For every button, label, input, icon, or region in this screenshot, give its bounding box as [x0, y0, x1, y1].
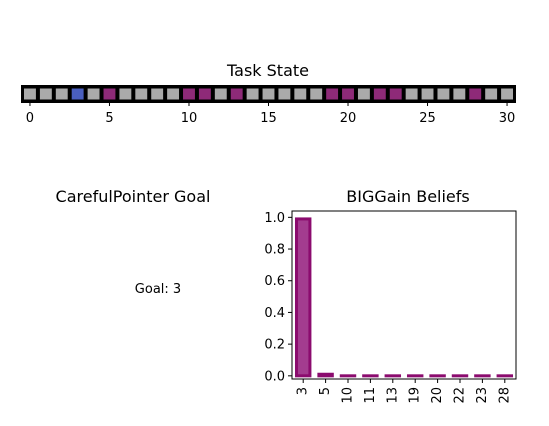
task-state-title: Task State: [227, 61, 309, 80]
task-tick-label: 10: [181, 111, 198, 126]
task-cell: [214, 88, 227, 100]
x-tick-label: 5: [318, 387, 333, 395]
task-cell: [55, 88, 68, 100]
y-tick-label: 0.4: [264, 306, 285, 321]
task-cell: [437, 88, 450, 100]
task-cell: [198, 88, 211, 100]
task-cell: [167, 88, 180, 100]
task-tick-label: 30: [499, 111, 516, 126]
y-tick-label: 1.0: [264, 211, 285, 226]
y-tick-label: 0.2: [264, 338, 285, 353]
belief-bar: [317, 372, 334, 378]
x-tick-label: 19: [408, 387, 423, 404]
task-cell: [405, 88, 418, 100]
goal-text: Goal: 3: [134, 282, 182, 297]
beliefs-axes-frame: [291, 210, 517, 380]
task-cell: [151, 88, 164, 100]
y-tick-label: 0.8: [264, 243, 285, 258]
task-cell: [469, 88, 482, 100]
x-tick-label: 13: [385, 387, 400, 404]
task-cell: [389, 88, 402, 100]
task-cell: [373, 88, 386, 100]
task-tick-label: 20: [340, 111, 357, 126]
task-tick-label: 25: [419, 111, 436, 126]
task-cell: [453, 88, 466, 100]
task-cell: [294, 88, 307, 100]
task-state-strip: 0 5 10 15 20 25 30: [21, 85, 516, 126]
task-cell: [310, 88, 323, 100]
task-cell: [71, 88, 84, 100]
goal-panel-title: CarefulPointer Goal: [55, 187, 211, 206]
x-tick-label: 23: [475, 387, 490, 404]
task-cell: [262, 88, 275, 100]
task-cell: [485, 88, 498, 100]
task-cell: [87, 88, 100, 100]
task-cell: [24, 88, 36, 100]
task-cell: [246, 88, 259, 100]
task-cell: [230, 88, 243, 100]
task-cell: [342, 88, 354, 100]
x-tick-label: 20: [430, 387, 445, 404]
y-tick-label: 0.6: [264, 274, 285, 289]
task-tick-label: 0: [26, 111, 34, 126]
task-tick-label: 15: [260, 111, 277, 126]
task-tick-label: 5: [105, 111, 113, 126]
x-tick-label: 28: [497, 387, 512, 404]
task-cell: [326, 88, 339, 100]
task-cell: [39, 88, 52, 100]
belief-bar: [294, 217, 312, 378]
x-tick-label: 11: [363, 387, 378, 404]
task-cell: [278, 88, 291, 100]
task-cell: [119, 88, 132, 100]
task-cell: [103, 88, 116, 100]
task-cell: [183, 88, 195, 100]
task-cell: [135, 88, 148, 100]
y-tick-label: 0.0: [264, 369, 285, 384]
task-cell: [357, 88, 370, 100]
x-tick-label: 22: [453, 387, 468, 404]
task-cell: [501, 88, 513, 100]
x-tick-label: 3: [296, 387, 311, 395]
beliefs-chart-title: BIGGain Beliefs: [346, 187, 470, 206]
task-cell: [421, 88, 434, 100]
x-tick-label: 10: [341, 387, 356, 404]
